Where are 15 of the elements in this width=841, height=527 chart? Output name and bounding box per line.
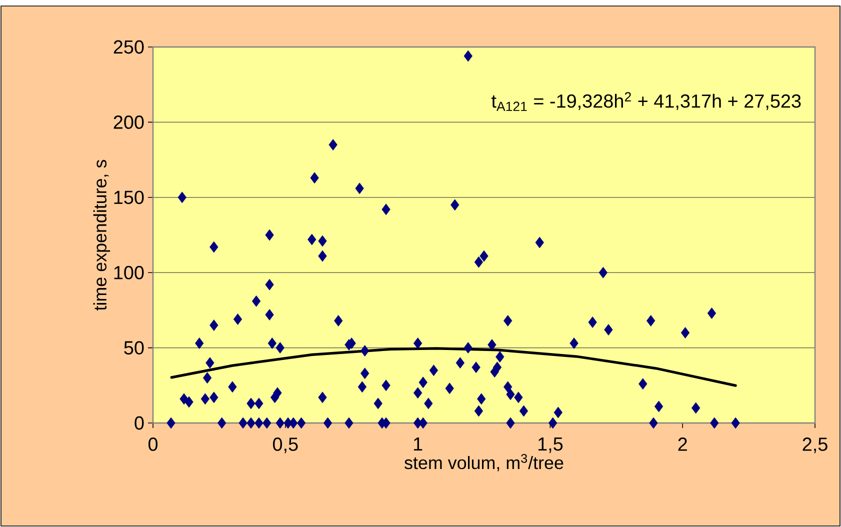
y-axis-title: time expenditure, s: [93, 160, 110, 310]
y-tick-label: 0: [134, 416, 144, 430]
y-tick-label: 150: [114, 190, 144, 204]
x-axis-title: stem volum, m$^{3}$/tree: [404, 454, 564, 472]
y-tick-label: 250: [114, 40, 144, 54]
x-tick-label: 2,5: [802, 438, 828, 454]
y-tick-label: 200: [114, 115, 144, 129]
x-tick-label: 0,5: [272, 438, 298, 454]
x-tick-label: 1: [414, 438, 422, 451]
y-tick-label: 100: [114, 266, 144, 280]
x-tick-label: 0: [148, 438, 158, 451]
y-tick-label: 50: [124, 341, 144, 355]
x-tick-label: 2: [678, 438, 687, 451]
annotation: t$_{A121}$ = -19,328h$^{2}$ + 41,317h + 27,523: [492, 92, 801, 111]
x-tick-label: 1,5: [538, 438, 563, 453]
